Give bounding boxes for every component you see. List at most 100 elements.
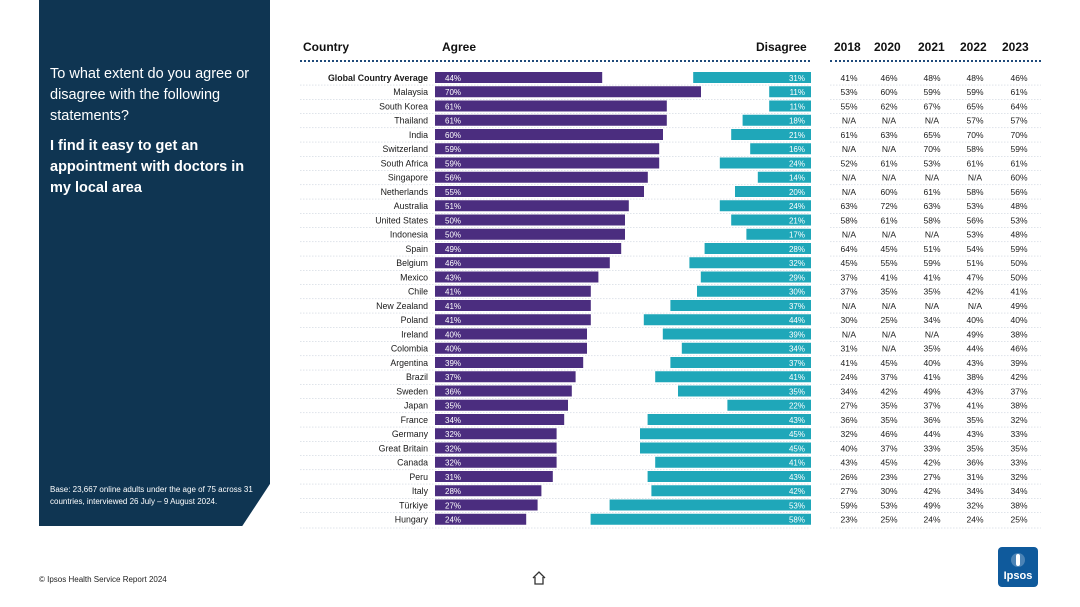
- disagree-bar: [651, 485, 811, 497]
- header-year-2022: 2022: [960, 40, 987, 54]
- disagree-label: 16%: [789, 145, 805, 154]
- disagree-label: 37%: [789, 302, 805, 311]
- year-2022-value: 58%: [966, 187, 983, 197]
- disagree-label: 43%: [789, 473, 805, 482]
- year-2023-value: 60%: [1010, 173, 1027, 183]
- disagree-bar: [609, 499, 811, 511]
- year-2018-value: 31%: [840, 344, 857, 354]
- year-2021-value: 35%: [923, 344, 940, 354]
- year-2018-value: 64%: [840, 244, 857, 254]
- agree-bar: [435, 414, 565, 425]
- year-2021-value: 61%: [923, 187, 940, 197]
- year-2023-value: 48%: [1010, 230, 1027, 240]
- agree-bar: [435, 157, 660, 169]
- year-2021-value: 59%: [923, 87, 940, 97]
- disagree-label: 42%: [789, 487, 805, 496]
- year-2022-value: 43%: [966, 386, 983, 396]
- year-2023-value: 46%: [1010, 73, 1027, 83]
- disagree-label: 14%: [789, 174, 805, 183]
- disagree-bar: [769, 86, 811, 98]
- disagree-bar: [678, 385, 811, 397]
- country-label: South Korea: [379, 101, 428, 111]
- year-2021-value: 53%: [923, 158, 940, 168]
- country-label: Great Britain: [379, 443, 428, 453]
- year-2020-value: 53%: [880, 500, 897, 510]
- year-2018-value: N/A: [842, 230, 857, 240]
- year-2020-value: 60%: [880, 187, 897, 197]
- year-2020-value: 72%: [880, 201, 897, 211]
- country-label: Japan: [404, 401, 428, 411]
- disagree-label: 41%: [789, 373, 805, 382]
- year-2021-value: 49%: [923, 500, 940, 510]
- disagree-bar: [746, 228, 811, 240]
- year-2020-value: 61%: [880, 215, 897, 225]
- disagree-bar: [689, 257, 811, 269]
- disagree-label: 18%: [789, 117, 805, 126]
- country-label: Poland: [401, 315, 428, 325]
- year-2021-value: 63%: [923, 201, 940, 211]
- agree-label: 41%: [445, 302, 461, 311]
- year-2023-value: 42%: [1010, 372, 1027, 382]
- agree-bar: [435, 285, 591, 297]
- year-2021-value: 67%: [923, 101, 940, 111]
- agree-label: 37%: [445, 373, 461, 382]
- year-2021-value: N/A: [925, 116, 940, 126]
- agree-bar: [435, 86, 701, 98]
- disagree-bar: [693, 72, 811, 83]
- agree-label: 50%: [445, 231, 461, 240]
- disagree-label: 21%: [789, 216, 805, 225]
- agree-bar: [435, 314, 591, 326]
- country-label: Thailand: [394, 116, 428, 126]
- year-2018-value: 37%: [840, 272, 857, 282]
- year-2023-value: 56%: [1010, 187, 1027, 197]
- header-agree: Agree: [442, 40, 477, 54]
- year-2021-value: 70%: [923, 144, 940, 154]
- year-2023-value: 32%: [1010, 415, 1027, 425]
- agree-bar: [435, 357, 584, 368]
- agree-bar: [435, 72, 603, 83]
- country-label: Italy: [412, 486, 429, 496]
- disagree-bar: [769, 100, 811, 112]
- agree-label: 61%: [445, 102, 461, 111]
- year-2023-value: 35%: [1010, 443, 1027, 453]
- year-2022-value: 41%: [966, 401, 983, 411]
- header-country: Country: [303, 40, 349, 54]
- disagree-bar: [670, 300, 811, 311]
- country-label: Singapore: [388, 173, 428, 183]
- agree-label: 46%: [445, 259, 461, 268]
- agree-disagree-chart: Global Country Average 44% 31% 41% 46% 48% 48%…: [300, 72, 1041, 529]
- agree-label: 51%: [445, 202, 461, 211]
- disagree-label: 53%: [789, 501, 805, 510]
- year-2023-value: 37%: [1010, 386, 1027, 396]
- agree-label: 59%: [445, 145, 461, 154]
- year-2023-value: 33%: [1010, 458, 1027, 468]
- agree-bar: [435, 399, 568, 411]
- year-2020-value: N/A: [882, 144, 897, 154]
- agree-bar: [435, 328, 587, 340]
- year-2018-value: 55%: [840, 101, 857, 111]
- country-label: Sweden: [396, 386, 428, 396]
- year-2022-value: 47%: [966, 272, 983, 282]
- home-icon[interactable]: [531, 570, 547, 586]
- year-2022-value: 53%: [966, 201, 983, 211]
- year-2020-value: 46%: [880, 429, 897, 439]
- year-2020-value: N/A: [882, 301, 897, 311]
- year-2020-value: 45%: [880, 358, 897, 368]
- agree-bar: [435, 214, 625, 226]
- year-2018-value: N/A: [842, 173, 857, 183]
- agree-bar: [435, 228, 625, 240]
- year-2018-value: 23%: [840, 515, 857, 525]
- year-2022-value: 54%: [966, 244, 983, 254]
- agree-label: 59%: [445, 159, 461, 168]
- year-2018-value: 30%: [840, 315, 857, 325]
- disagree-label: 17%: [789, 231, 805, 240]
- header-divider-years: [830, 60, 1041, 62]
- year-2018-value: 59%: [840, 500, 857, 510]
- year-2020-value: 60%: [880, 87, 897, 97]
- disagree-label: 11%: [790, 88, 805, 97]
- country-label: Hungary: [395, 515, 429, 525]
- year-2018-value: 26%: [840, 472, 857, 482]
- disagree-bar: [719, 200, 811, 212]
- disagree-label: 43%: [789, 416, 805, 425]
- question-panel: To what extent do you agree or disagree …: [39, 0, 270, 526]
